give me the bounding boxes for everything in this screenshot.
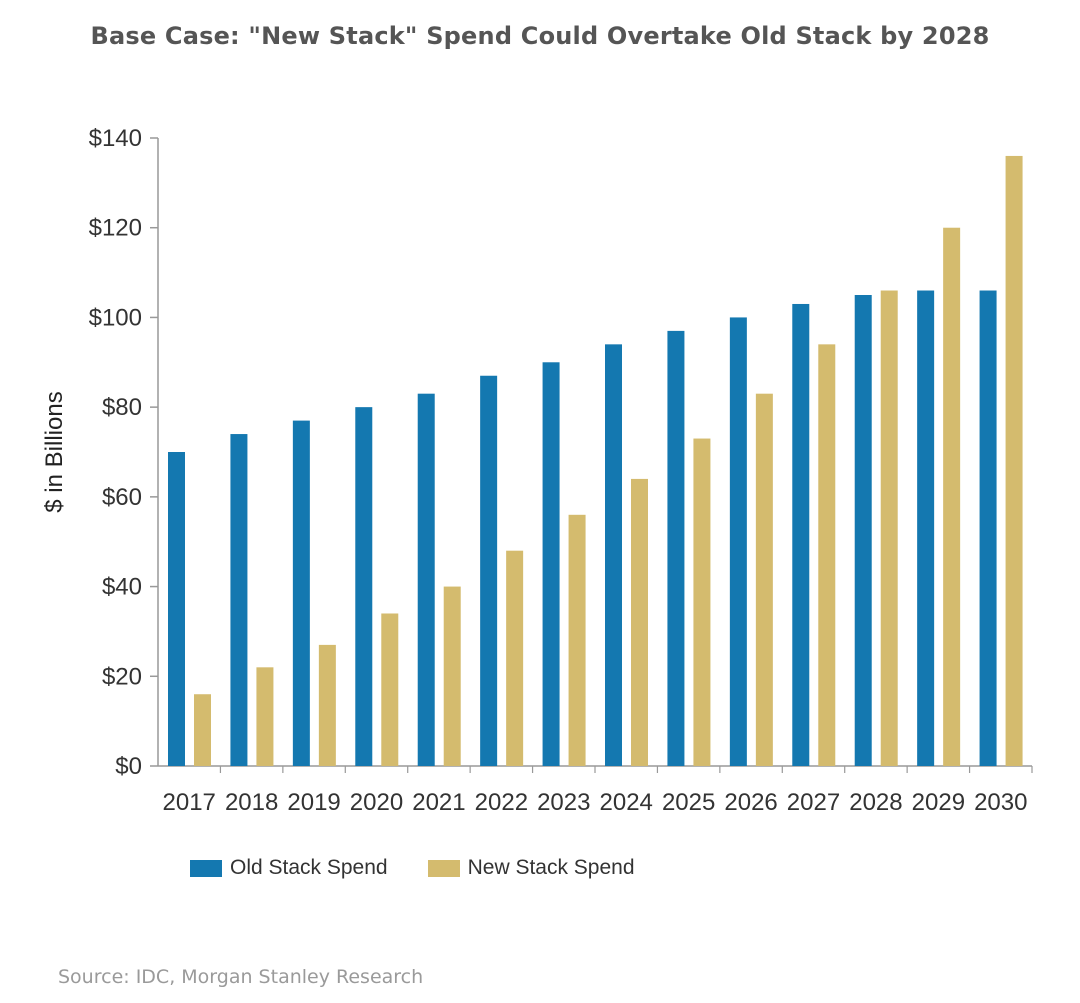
bar-new-stack-2019 [318,644,336,766]
y-tick-label: $20 [102,663,142,690]
bar-new-stack-2022 [506,550,524,766]
x-tick-label: 2028 [849,789,902,816]
x-tick-label: 2018 [225,789,278,816]
x-tick-label: 2026 [724,789,777,816]
bar-old-stack-2020 [355,407,373,766]
y-tick-label: $0 [115,753,142,780]
y-tick-label: $60 [102,484,142,511]
bar-old-stack-2019 [292,420,310,766]
x-tick-label: 2020 [350,789,403,816]
bar-old-stack-2028 [854,295,872,766]
bar-new-stack-2018 [256,667,274,766]
legend-item-new-stack: New Stack Spend [427,856,635,880]
x-tick-label: 2021 [412,789,465,816]
bar-old-stack-2024 [605,344,622,766]
bar-new-stack-2024 [631,478,648,766]
y-axis-title: $ in Billions [41,391,68,512]
bar-new-stack-2021 [443,586,461,766]
legend-item-old-stack: Old Stack Spend [190,856,388,880]
bar-old-stack-2029 [917,290,935,766]
source-note: Source: IDC, Morgan Stanley Research [58,966,424,988]
bar-old-stack-2022 [480,375,498,766]
legend-label-new-stack: New Stack Spend [467,856,635,879]
chart-title: Base Case: "New Stack" Spend Could Overt… [90,22,990,50]
y-tick-label: $120 [89,215,142,242]
bar-new-stack-2028 [880,290,898,766]
y-tick-label: $140 [89,125,142,152]
legend-label-old-stack: Old Stack Spend [230,856,388,879]
legend-swatch-new-stack [427,859,460,877]
x-tick-label: 2030 [974,789,1027,816]
x-tick-label: 2023 [537,789,590,816]
bar-old-stack-2021 [417,393,435,766]
legend-swatch-old-stack [190,859,222,877]
y-tick-label: $80 [102,394,142,421]
bar-new-stack-2026 [755,393,773,766]
bar-old-stack-2026 [729,317,747,766]
x-tick-label: 2029 [912,789,965,816]
bar-old-stack-2017 [168,452,185,766]
bar-old-stack-2023 [542,362,560,766]
x-tick-label: 2022 [475,789,528,816]
x-tick-label: 2024 [600,789,653,816]
bar-new-stack-2030 [1005,155,1023,766]
bar-new-stack-2017 [194,694,211,766]
bar-old-stack-2030 [979,290,997,766]
x-tick-label: 2027 [787,789,840,816]
bar-new-stack-2025 [693,438,711,766]
x-tick-label: 2017 [163,789,216,816]
bar-old-stack-2027 [792,303,810,766]
bar-new-stack-2027 [818,344,836,766]
bar-old-stack-2025 [667,330,685,766]
bar-new-stack-2029 [943,227,961,766]
x-tick-label: 2019 [287,789,340,816]
legend: Old Stack Spend New Stack Spend [190,856,675,880]
y-tick-label: $100 [89,304,142,331]
y-tick-label: $40 [102,574,142,601]
bar-new-stack-2023 [568,514,586,766]
x-tick-label: 2025 [662,789,715,816]
bar-old-stack-2018 [230,434,248,766]
bar-new-stack-2020 [381,613,399,766]
